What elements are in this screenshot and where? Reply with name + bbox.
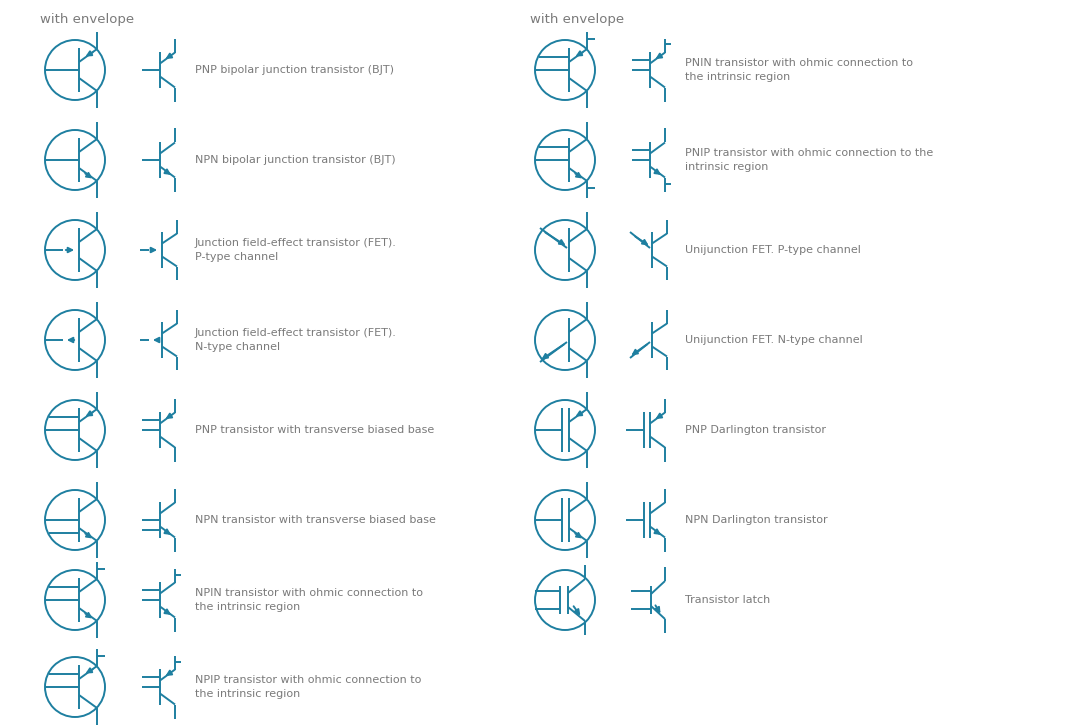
- Text: PNIP transistor with ohmic connection to the
intrinsic region: PNIP transistor with ohmic connection to…: [685, 149, 933, 172]
- Text: NPN Darlington transistor: NPN Darlington transistor: [685, 515, 827, 525]
- Text: NPN transistor with transverse biased base: NPN transistor with transverse biased ba…: [195, 515, 436, 525]
- Text: with envelope: with envelope: [530, 14, 624, 27]
- Text: PNP transistor with transverse biased base: PNP transistor with transverse biased ba…: [195, 425, 435, 435]
- Text: PNP bipolar junction transistor (BJT): PNP bipolar junction transistor (BJT): [195, 65, 394, 75]
- Text: with envelope: with envelope: [40, 14, 134, 27]
- Text: Unijunction FET. P-type channel: Unijunction FET. P-type channel: [685, 245, 861, 255]
- Text: NPIP transistor with ohmic connection to
the intrinsic region: NPIP transistor with ohmic connection to…: [195, 676, 422, 699]
- Text: Junction field-effect transistor (FET).
N-type channel: Junction field-effect transistor (FET). …: [195, 328, 397, 352]
- Text: PNP Darlington transistor: PNP Darlington transistor: [685, 425, 826, 435]
- Text: PNIN transistor with ohmic connection to
the intrinsic region: PNIN transistor with ohmic connection to…: [685, 59, 914, 82]
- Text: NPN bipolar junction transistor (BJT): NPN bipolar junction transistor (BJT): [195, 155, 396, 165]
- Text: Transistor latch: Transistor latch: [685, 595, 770, 605]
- Text: Junction field-effect transistor (FET).
P-type channel: Junction field-effect transistor (FET). …: [195, 239, 397, 262]
- Text: Unijunction FET. N-type channel: Unijunction FET. N-type channel: [685, 335, 863, 345]
- Text: NPIN transistor with ohmic connection to
the intrinsic region: NPIN transistor with ohmic connection to…: [195, 589, 423, 612]
